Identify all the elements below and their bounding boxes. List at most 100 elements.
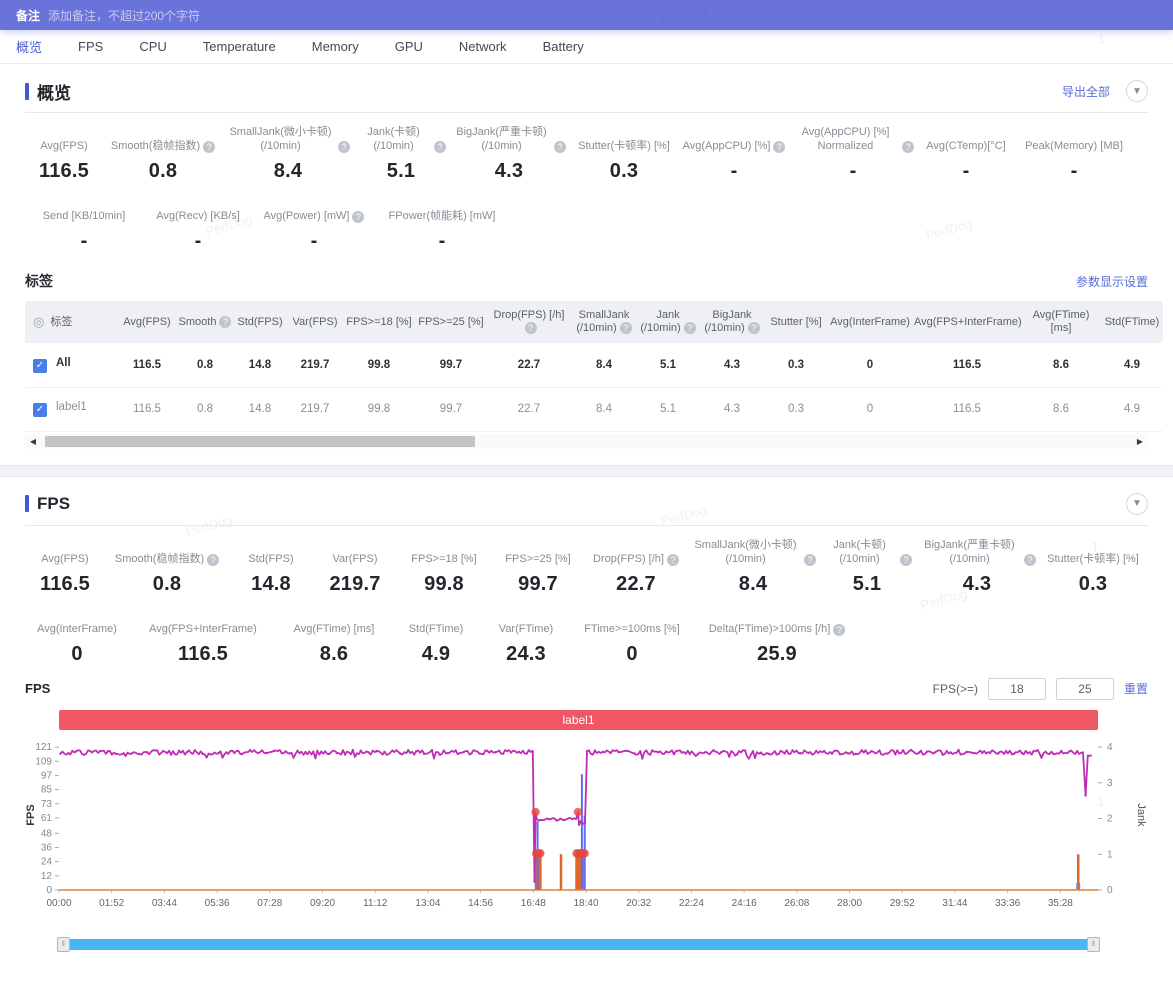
help-icon[interactable]: ?: [902, 141, 914, 153]
table-cell: 116.5: [913, 343, 1021, 387]
metric-cell: Send [KB/10min]-: [25, 195, 143, 253]
column-header: Std(FPS): [233, 301, 287, 343]
metric-cell: FPS>=18 [%]99.8: [397, 538, 491, 596]
help-icon[interactable]: ?: [684, 322, 696, 334]
svg-text:11:12: 11:12: [363, 898, 388, 909]
label-name: label1: [56, 401, 87, 413]
metric-value: 116.5: [132, 643, 274, 666]
help-icon[interactable]: ?: [748, 322, 760, 334]
column-header: FPS>=25 [%]: [415, 301, 487, 343]
radio-icon[interactable]: ◎: [33, 314, 44, 329]
fps-threshold-high-input[interactable]: [1056, 678, 1114, 700]
tab-概览[interactable]: 概览: [16, 37, 42, 56]
table-cell: 0.8: [177, 343, 233, 387]
metric-label: SmallJank(微小卡顿) (/10min)?: [690, 538, 816, 566]
metric-value: 0: [28, 643, 126, 666]
note-banner[interactable]: 备注 添加备注，不超过200个字符: [0, 0, 1173, 30]
metric-value: 8.6: [280, 643, 388, 666]
help-icon[interactable]: ?: [525, 322, 537, 334]
table-cell: 14.8: [233, 343, 287, 387]
help-icon[interactable]: ?: [219, 316, 231, 328]
chart-range-scrollbar[interactable]: ‖ ‖: [59, 939, 1098, 950]
table-horizontal-scrollbar[interactable]: ◀ ▶: [25, 434, 1148, 449]
range-handle-right[interactable]: ‖: [1087, 937, 1100, 952]
help-icon[interactable]: ?: [620, 322, 632, 334]
scroll-right-icon[interactable]: ▶: [1132, 437, 1148, 446]
tab-FPS[interactable]: FPS: [78, 39, 103, 54]
column-header: Smooth?: [177, 301, 233, 343]
help-icon[interactable]: ?: [352, 211, 364, 223]
tab-GPU[interactable]: GPU: [395, 39, 423, 54]
help-icon[interactable]: ?: [338, 141, 350, 153]
metric-cell: FPower(帧能耗) [mW]-: [375, 195, 509, 253]
table-cell: 5.1: [637, 343, 699, 387]
metric-value: 25.9: [696, 643, 858, 666]
parameter-display-settings-link[interactable]: 参数显示设置: [1076, 273, 1148, 290]
tab-Network[interactable]: Network: [459, 39, 507, 54]
help-icon[interactable]: ?: [1024, 554, 1036, 566]
svg-text:3: 3: [1107, 777, 1113, 788]
help-icon[interactable]: ?: [434, 141, 446, 153]
collapse-overview-button[interactable]: ▼: [1126, 80, 1148, 102]
metric-value: 219.7: [316, 573, 394, 596]
svg-text:85: 85: [41, 784, 53, 795]
table-cell: 22.7: [487, 387, 571, 431]
metric-label: FPower(帧能耗) [mW]: [378, 195, 506, 223]
table-cell: 116.5: [913, 387, 1021, 431]
export-all-link[interactable]: 导出全部: [1062, 83, 1110, 100]
scroll-left-icon[interactable]: ◀: [25, 437, 41, 446]
table-scrollbar-thumb[interactable]: [45, 436, 475, 447]
svg-text:FPS: FPS: [25, 804, 37, 825]
metric-label: FPS>=18 [%]: [400, 538, 488, 566]
metric-value: 0.8: [108, 573, 226, 596]
help-icon[interactable]: ?: [203, 141, 215, 153]
table-row-label1[interactable]: ✓label1116.50.814.8219.799.899.722.78.45…: [25, 387, 1163, 431]
tab-Temperature[interactable]: Temperature: [203, 39, 276, 54]
metric-label: Avg(FTime) [ms]: [280, 608, 388, 636]
tab-Battery[interactable]: Battery: [543, 39, 584, 54]
help-icon[interactable]: ?: [900, 554, 912, 566]
metric-cell: Avg(Power) [mW]?-: [253, 195, 375, 253]
metric-cell: Stutter(卡顿率) [%]0.3: [1039, 538, 1147, 596]
svg-text:109: 109: [35, 756, 52, 767]
collapse-fps-button[interactable]: ▼: [1126, 493, 1148, 515]
metric-label: Send [KB/10min]: [28, 195, 140, 223]
fps-threshold-low-input[interactable]: [988, 678, 1046, 700]
tab-CPU[interactable]: CPU: [139, 39, 166, 54]
svg-text:22:24: 22:24: [679, 898, 704, 909]
metric-value: 14.8: [232, 573, 310, 596]
metric-cell: Avg(FPS+InterFrame)116.5: [129, 608, 277, 666]
row-checkbox[interactable]: ✓: [33, 403, 47, 417]
metric-label: Avg(FPS): [28, 538, 102, 566]
svg-text:01:52: 01:52: [99, 898, 124, 909]
help-icon[interactable]: ?: [554, 141, 566, 153]
svg-text:24: 24: [41, 856, 53, 867]
metric-label: Smooth(稳帧指数)?: [106, 125, 220, 153]
metric-value: 4.9: [394, 643, 478, 666]
svg-text:00:00: 00:00: [46, 898, 71, 909]
row-checkbox[interactable]: ✓: [33, 359, 47, 373]
help-icon[interactable]: ?: [207, 554, 219, 566]
help-icon[interactable]: ?: [773, 141, 785, 153]
metric-value: 116.5: [28, 160, 100, 183]
tab-Memory[interactable]: Memory: [312, 39, 359, 54]
fps-metrics-row1: Avg(FPS)116.5Smooth(稳帧指数)?0.8Std(FPS)14.…: [25, 538, 1148, 596]
metric-label: Peak(Memory) [MB]: [1018, 125, 1130, 153]
reset-thresholds-link[interactable]: 重置: [1124, 680, 1148, 697]
svg-text:14:56: 14:56: [468, 898, 493, 909]
help-icon[interactable]: ?: [804, 554, 816, 566]
help-icon[interactable]: ?: [667, 554, 679, 566]
metric-cell: FTime>=100ms [%]0: [571, 608, 693, 666]
metric-cell: Delta(FTime)>100ms [/h]?25.9: [693, 608, 861, 666]
svg-text:07:28: 07:28: [257, 898, 282, 909]
divider: [25, 112, 1148, 113]
metric-value: 99.7: [494, 573, 582, 596]
metric-cell: Avg(FPS)116.5: [25, 538, 105, 596]
table-row-All[interactable]: ✓All116.50.814.8219.799.899.722.78.45.14…: [25, 343, 1163, 387]
column-header: Avg(FPS): [117, 301, 177, 343]
metric-cell: Avg(AppCPU) [%]?-: [679, 125, 789, 183]
overview-header: 概览 导出全部 ▼: [25, 76, 1148, 106]
svg-text:33:36: 33:36: [995, 898, 1020, 909]
help-icon[interactable]: ?: [833, 624, 845, 636]
range-handle-left[interactable]: ‖: [57, 937, 70, 952]
